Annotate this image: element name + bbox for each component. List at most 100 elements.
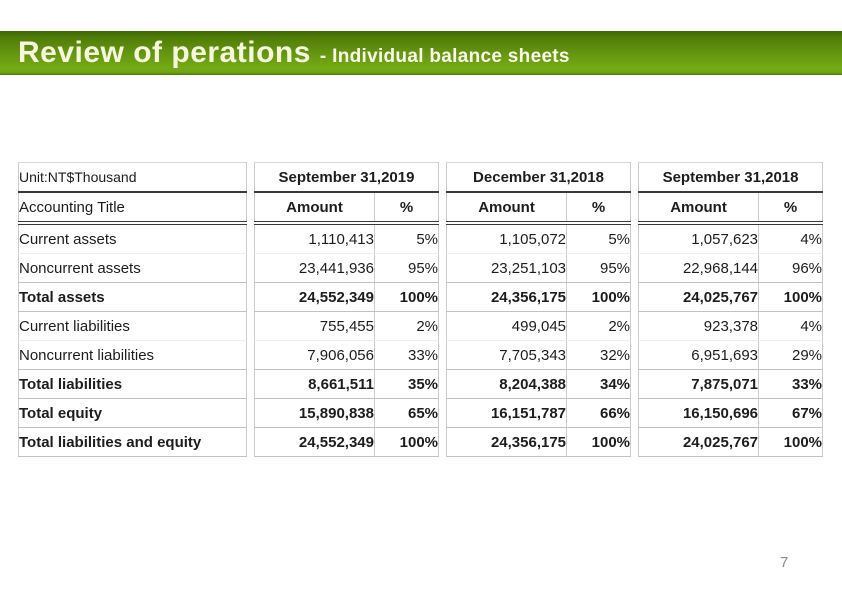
percent-cell: 96%: [758, 253, 824, 283]
column-gap: [438, 427, 447, 457]
column-gap: [630, 369, 639, 399]
amount-header: Amount: [446, 192, 568, 225]
amount-cell: 24,356,175: [446, 427, 568, 457]
amount-cell: 1,110,413: [254, 223, 375, 254]
percent-cell: 34%: [566, 369, 632, 399]
amount-cell: 499,045: [446, 311, 568, 341]
column-gap: [246, 340, 255, 370]
amount-cell: 8,204,388: [446, 369, 568, 399]
row-label: Total liabilities: [18, 369, 247, 399]
balance-sheet-table: Unit:NT$Thousand September 31,2019 Decem…: [18, 162, 824, 457]
column-gap: [246, 369, 255, 399]
percent-cell: 5%: [374, 223, 440, 254]
column-gap: [630, 398, 639, 428]
column-gap: [438, 369, 447, 399]
column-gap: [438, 223, 447, 254]
column-gap: [246, 162, 255, 192]
amount-cell: 923,378: [638, 311, 760, 341]
amount-cell: 23,441,936: [254, 253, 375, 283]
amount-cell: 24,025,767: [638, 427, 760, 457]
percent-cell: 2%: [374, 311, 440, 341]
column-gap: [630, 340, 639, 370]
percent-cell: 33%: [374, 340, 440, 370]
column-gap: [630, 162, 639, 192]
percent-cell: 100%: [758, 282, 824, 312]
accounting-title-header: Accounting Title: [18, 192, 247, 225]
row-label: Total assets: [18, 282, 247, 312]
column-gap: [630, 223, 639, 254]
amount-cell: 1,105,072: [446, 223, 568, 254]
amount-cell: 24,552,349: [254, 427, 375, 457]
table-row: Total assets 24,552,349 100% 24,356,175 …: [18, 282, 824, 312]
page-subtitle: - Individual balance sheets: [319, 46, 570, 67]
percent-cell: 33%: [758, 369, 824, 399]
percent-cell: 32%: [566, 340, 632, 370]
percent-cell: 2%: [566, 311, 632, 341]
percent-cell: 35%: [374, 369, 440, 399]
percent-header: %: [758, 192, 824, 225]
amount-cell: 8,661,511: [254, 369, 375, 399]
column-gap: [630, 192, 639, 223]
percent-cell: 29%: [758, 340, 824, 370]
amount-cell: 7,906,056: [254, 340, 375, 370]
row-label: Noncurrent assets: [18, 253, 247, 283]
unit-label: Unit:NT$Thousand: [18, 162, 247, 193]
percent-cell: 100%: [374, 427, 440, 457]
percent-cell: 4%: [758, 223, 824, 254]
column-gap: [438, 282, 447, 312]
percent-header: %: [374, 192, 440, 225]
table-column-header-row: Accounting Title Amount % Amount % Amoun…: [18, 192, 824, 225]
column-gap: [246, 223, 255, 254]
column-gap: [438, 398, 447, 428]
table-period-header-row: Unit:NT$Thousand September 31,2019 Decem…: [18, 162, 824, 193]
table-row: Noncurrent assets 23,441,936 95% 23,251,…: [18, 253, 824, 283]
row-label: Current assets: [18, 223, 247, 254]
column-gap: [246, 311, 255, 341]
percent-cell: 4%: [758, 311, 824, 341]
column-gap: [630, 427, 639, 457]
table-row: Total liabilities 8,661,511 35% 8,204,38…: [18, 369, 824, 399]
row-label: Current liabilities: [18, 311, 247, 341]
table-row: Current assets 1,110,413 5% 1,105,072 5%…: [18, 223, 824, 254]
percent-cell: 66%: [566, 398, 632, 428]
column-gap: [246, 427, 255, 457]
amount-cell: 24,356,175: [446, 282, 568, 312]
percent-cell: 5%: [566, 223, 632, 254]
percent-cell: 100%: [566, 427, 632, 457]
amount-cell: 22,968,144: [638, 253, 760, 283]
row-label: Total equity: [18, 398, 247, 428]
row-label: Total liabilities and equity: [18, 427, 247, 457]
column-gap: [438, 311, 447, 341]
amount-cell: 23,251,103: [446, 253, 568, 283]
table-row: Noncurrent liabilities 7,906,056 33% 7,7…: [18, 340, 824, 370]
table-row: Current liabilities 755,455 2% 499,045 2…: [18, 311, 824, 341]
percent-cell: 95%: [374, 253, 440, 283]
column-gap: [630, 253, 639, 283]
column-gap: [246, 253, 255, 283]
column-gap: [438, 162, 447, 192]
page-number: 7: [780, 554, 789, 571]
period-header: September 31,2018: [638, 162, 824, 193]
percent-cell: 65%: [374, 398, 440, 428]
amount-cell: 755,455: [254, 311, 375, 341]
amount-cell: 16,151,787: [446, 398, 568, 428]
column-gap: [246, 282, 255, 312]
period-header: December 31,2018: [446, 162, 632, 193]
column-gap: [438, 253, 447, 283]
amount-cell: 16,150,696: [638, 398, 760, 428]
column-gap: [438, 340, 447, 370]
period-header: September 31,2019: [253, 162, 440, 193]
percent-cell: 100%: [374, 282, 440, 312]
row-label: Noncurrent liabilities: [18, 340, 247, 370]
amount-cell: 24,552,349: [254, 282, 375, 312]
percent-cell: 67%: [758, 398, 824, 428]
column-gap: [246, 398, 255, 428]
amount-cell: 7,705,343: [446, 340, 568, 370]
column-gap: [630, 311, 639, 341]
amount-cell: 6,951,693: [638, 340, 760, 370]
table-row: Total liabilities and equity 24,552,349 …: [18, 427, 824, 457]
column-gap: [246, 192, 255, 223]
column-gap: [438, 192, 447, 223]
percent-cell: 100%: [566, 282, 632, 312]
percent-cell: 95%: [566, 253, 632, 283]
